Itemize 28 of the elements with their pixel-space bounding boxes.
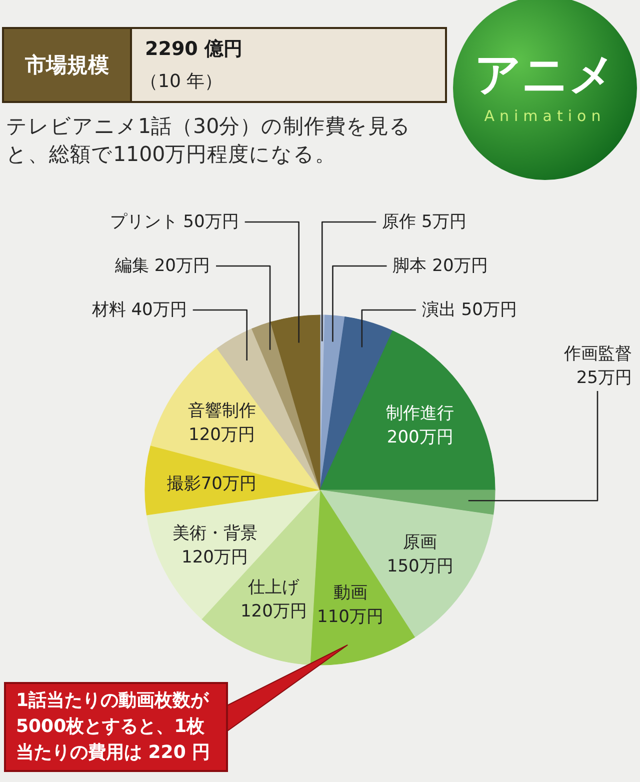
data-label: 150万円 [386, 556, 454, 576]
chart-title: アニメ [474, 47, 616, 101]
slice-label: 動画 [333, 583, 368, 604]
slice-label: プリント 50万円 [110, 212, 239, 232]
text: Animation [484, 107, 606, 125]
slice-label: 脚本 20万円 [392, 256, 488, 276]
data-label: 120万円 [188, 424, 255, 445]
data-label: 120万円 [182, 548, 248, 568]
data-label: 110万円 [317, 607, 384, 628]
text: 1話当たりの動画枚数が5000枚とすると、1枚当たりの費用は 220 円 [4, 682, 228, 772]
slice-label: 原画 [403, 532, 438, 552]
text: 市場規模 [24, 53, 109, 77]
slice-label: 材料 40万円 [90, 300, 187, 320]
slice-label: 制作進行 [386, 404, 454, 424]
data-label: 25万円 [576, 368, 632, 388]
text: （10 年） [140, 70, 223, 92]
slice-label: 原作 5万円 [382, 212, 466, 232]
data-label: 200万円 [386, 428, 454, 448]
chart-subtitle: テレビアニメ1話（30分）の制作費を見ると、総額で1100万円程度になる。 [6, 113, 412, 168]
text: 2290 億円 [145, 38, 242, 60]
slice-label: 作画監督 [563, 344, 632, 364]
slice-label: 演出 50万円 [422, 300, 517, 320]
slice-label: 仕上げ [247, 578, 300, 598]
slice-label: 美術・背景 [172, 524, 258, 544]
slice-label: 編集 20万円 [114, 256, 210, 276]
data-label: 120万円 [240, 602, 307, 622]
slice-label: 音響制作 [188, 400, 256, 421]
slice-label: 撮影70万円 [166, 474, 256, 494]
